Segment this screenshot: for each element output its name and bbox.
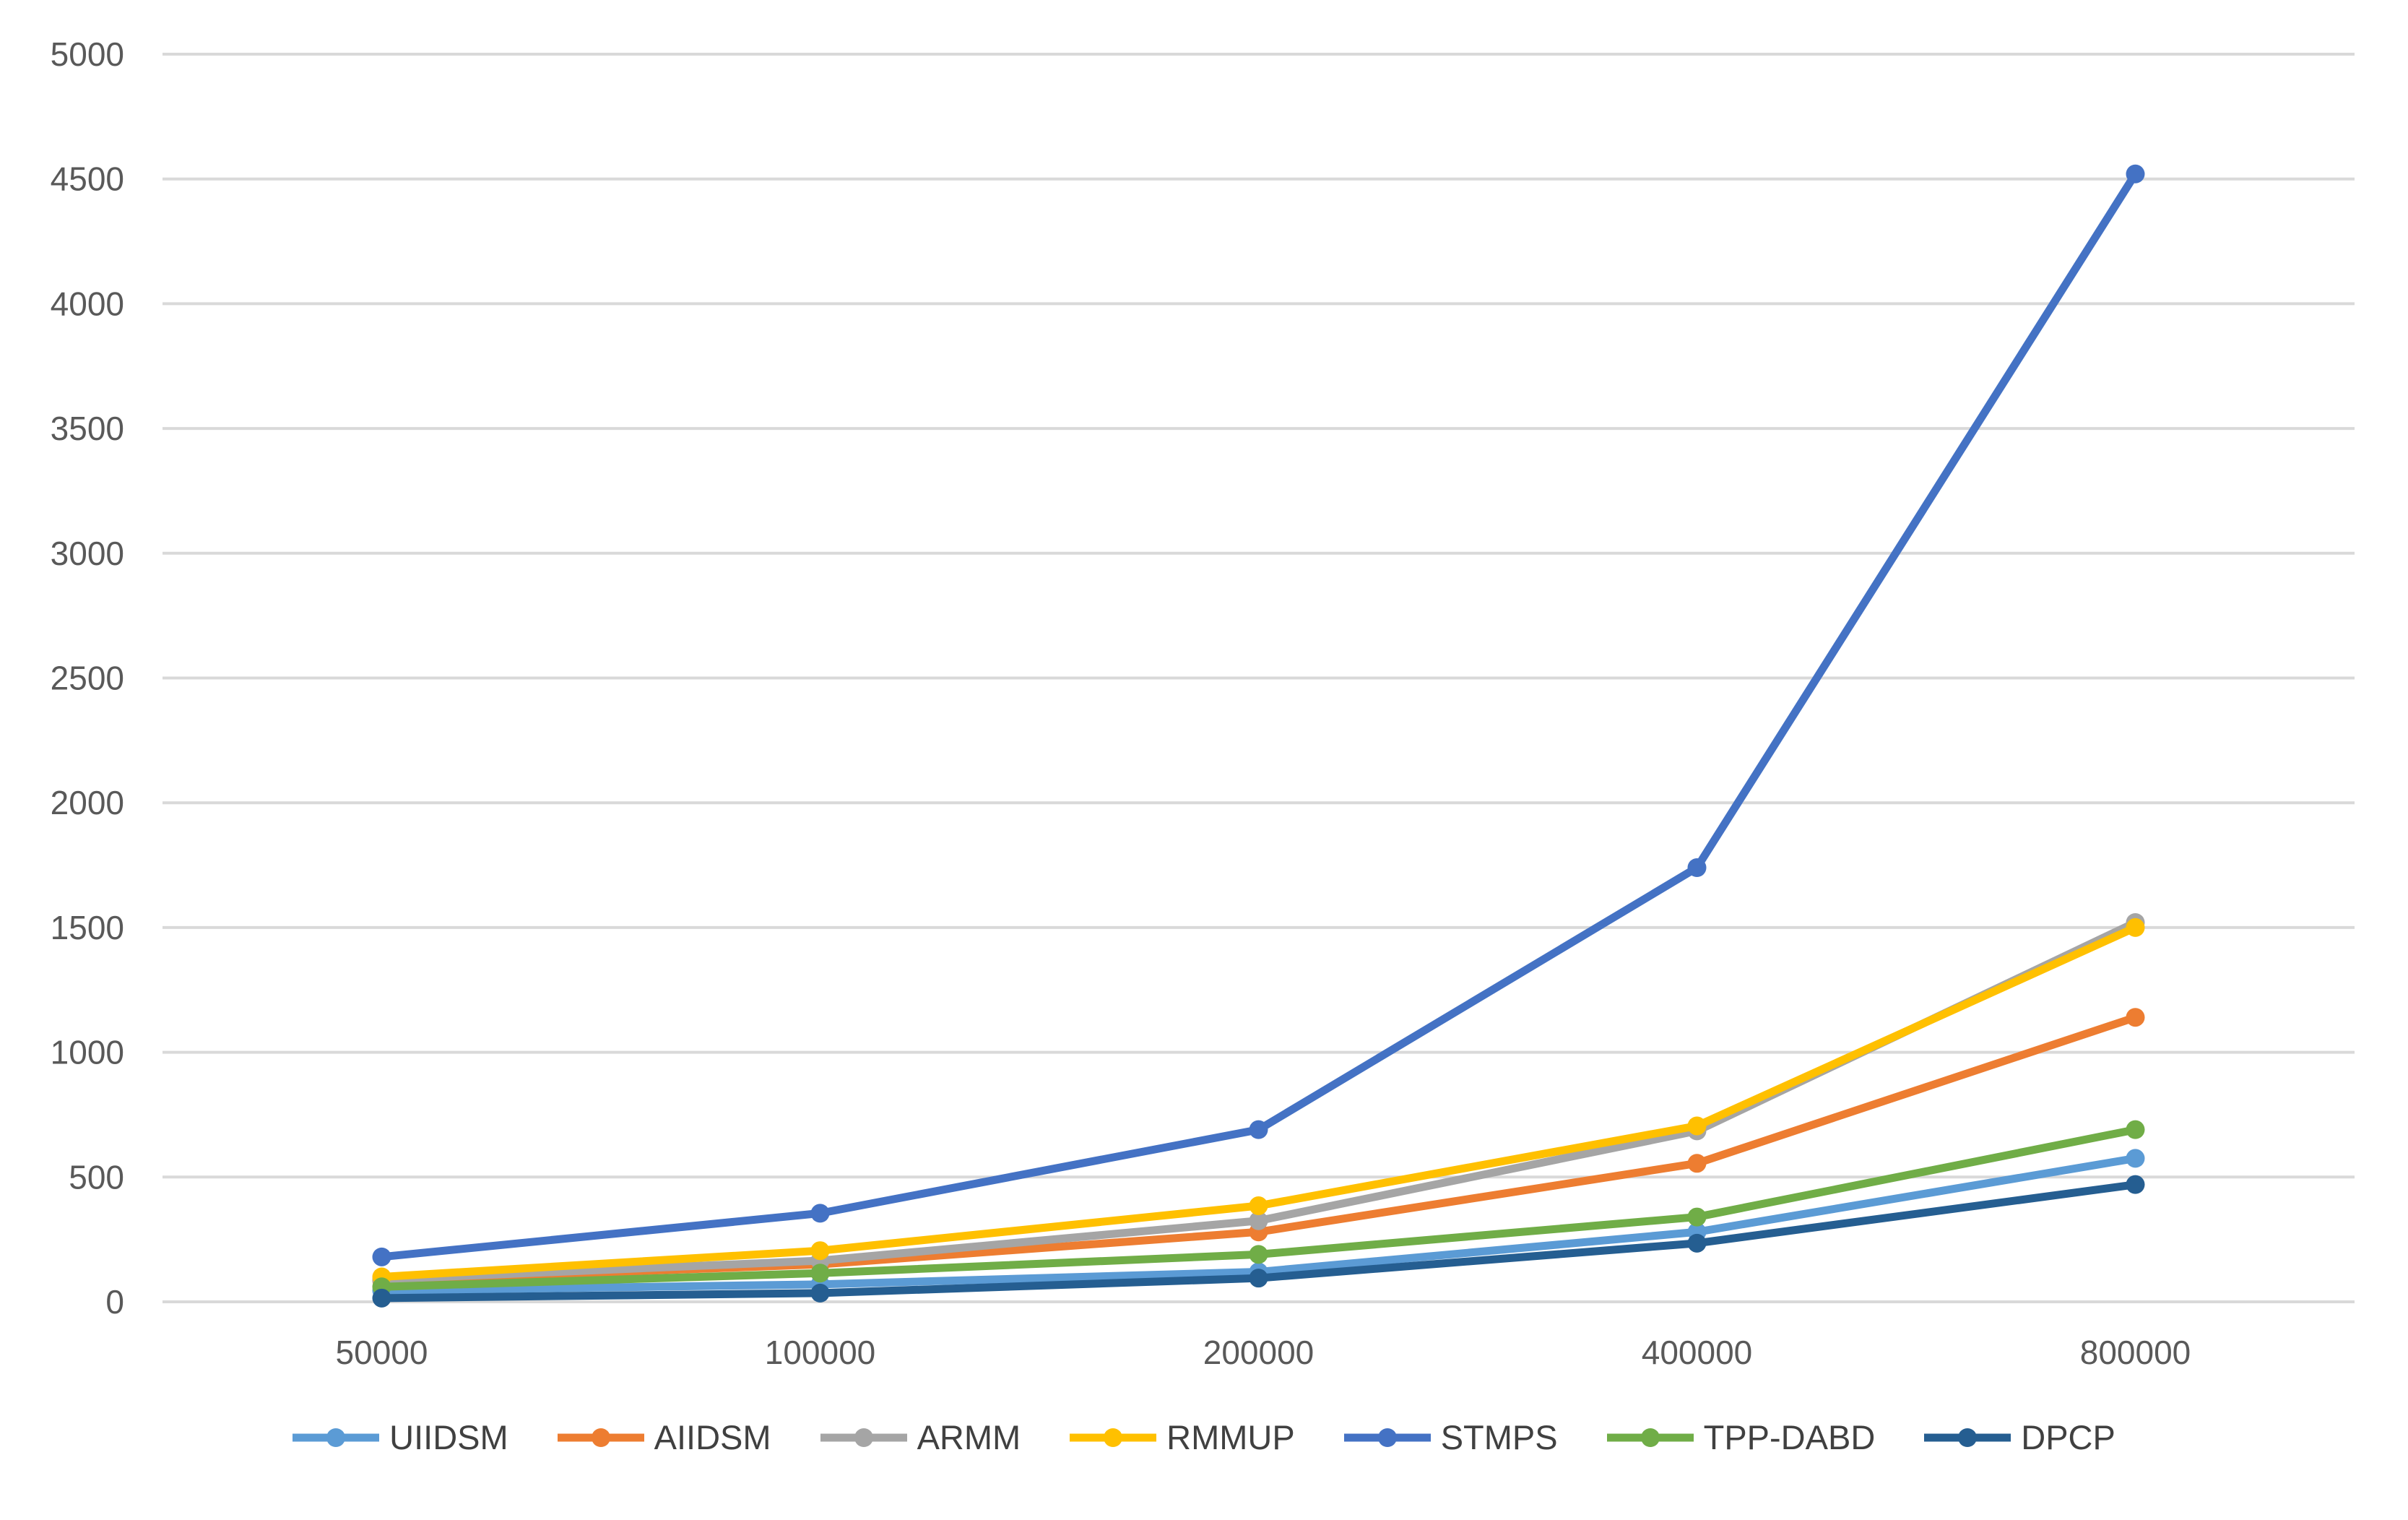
data-point-dpcp (372, 1288, 391, 1308)
data-point-stmps (1249, 1120, 1268, 1139)
legend-item-aiidsm: AIIDSM (557, 1417, 771, 1457)
legend-dot (1377, 1428, 1397, 1447)
legend-dot (854, 1428, 873, 1447)
series-line-stmps (378, 170, 2139, 1261)
legend-dot (591, 1428, 610, 1447)
data-point-dpcp (1249, 1269, 1268, 1288)
legend-item-uiidsm: UIIDSM (293, 1417, 508, 1457)
x-tick-label: 400000 (1642, 1334, 1753, 1371)
data-point-dpcp (1687, 1233, 1707, 1253)
legend-marker-icon (1924, 1428, 2011, 1447)
legend-dot (1640, 1428, 1660, 1447)
data-point-stmps (1687, 858, 1707, 878)
legend-item-stmps: STMPS (1343, 1417, 1558, 1457)
data-point-tpp-dabd (1249, 1245, 1268, 1264)
y-tick-label: 3500 (51, 410, 124, 447)
data-point-aiidsm (1687, 1154, 1707, 1173)
legend-label: STMPS (1440, 1418, 1558, 1456)
legend-label: UIIDSM (389, 1418, 508, 1456)
legend-label: TPP-DABD (1703, 1418, 1876, 1456)
data-point-dpcp (2126, 1175, 2145, 1194)
data-point-tpp-dabd (2126, 1120, 2145, 1139)
y-tick-label: 500 (69, 1158, 124, 1196)
legend-marker-icon (557, 1428, 644, 1447)
y-tick-label: 5000 (51, 35, 124, 73)
legend-item-armm: ARMM (820, 1417, 1021, 1457)
data-point-dpcp (810, 1283, 830, 1303)
legend-label: AIIDSM (654, 1418, 771, 1456)
data-point-stmps (810, 1204, 830, 1223)
legend-dot (326, 1428, 346, 1447)
x-tick-label: 50000 (336, 1334, 428, 1371)
y-tick-label: 1500 (51, 909, 124, 946)
data-point-rmmup (2126, 917, 2145, 937)
data-point-rmmup (1249, 1196, 1268, 1216)
legend-item-rmmup: RMMUP (1070, 1417, 1295, 1457)
legend-dot (1104, 1428, 1123, 1447)
y-tick-label: 1000 (51, 1034, 124, 1071)
y-tick-label: 2500 (51, 660, 124, 697)
y-tick-label: 3000 (51, 535, 124, 572)
legend-marker-icon (293, 1428, 380, 1447)
legend-marker-icon (1070, 1428, 1157, 1447)
legend-marker-icon (1343, 1428, 1431, 1447)
x-tick-label: 100000 (765, 1334, 876, 1371)
chart-legend: UIIDSM AIIDSM ARMM RMMUP STMPS TPP-DABD DPCP (0, 1417, 2408, 1457)
y-tick-label: 4500 (51, 160, 124, 198)
data-point-rmmup (1687, 1116, 1707, 1136)
y-tick-label: 2000 (51, 784, 124, 821)
legend-label: ARMM (917, 1418, 1021, 1456)
y-tick-label: 0 (105, 1283, 124, 1321)
plot-area: 0 500 1000 1500 2000 2500 3000 3500 4000 4500 5000… (51, 35, 2355, 1371)
data-point-uiidsm (2126, 1149, 2145, 1168)
y-tick-label: 4000 (51, 285, 124, 322)
x-tick-label: 800000 (2080, 1334, 2191, 1371)
data-point-tpp-dabd (1687, 1207, 1707, 1227)
legend-label: RMMUP (1166, 1418, 1295, 1456)
data-point-stmps (372, 1247, 391, 1266)
legend-item-tpp-dabd: TPP-DABD (1606, 1417, 1876, 1457)
legend-label: DPCP (2021, 1418, 2115, 1456)
legend-marker-icon (820, 1428, 907, 1447)
data-point-stmps (2126, 164, 2145, 183)
x-tick-label: 200000 (1203, 1334, 1315, 1371)
legend-item-dpcp: DPCP (1924, 1417, 2115, 1457)
legend-dot (1958, 1428, 1978, 1447)
data-point-aiidsm (2126, 1008, 2145, 1027)
data-point-armm (1249, 1211, 1268, 1230)
data-point-tpp-dabd (810, 1264, 830, 1283)
data-point-rmmup (810, 1241, 830, 1261)
legend-marker-icon (1606, 1428, 1694, 1447)
